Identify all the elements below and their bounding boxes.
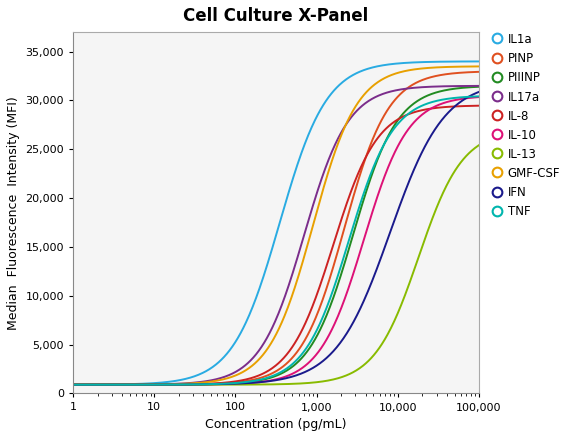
PIIINP <box>341 262 348 267</box>
GMF-CSF <box>341 126 348 131</box>
IL-8 <box>174 382 181 387</box>
IFN <box>475 89 482 95</box>
IL1a <box>253 293 260 299</box>
PINP <box>475 69 482 74</box>
Line: IL-10: IL-10 <box>73 97 479 385</box>
TNF <box>475 94 482 99</box>
Line: IL17a: IL17a <box>73 86 479 385</box>
TNF <box>141 382 148 387</box>
Title: Cell Culture X-Panel: Cell Culture X-Panel <box>184 7 369 25</box>
GMF-CSF <box>475 64 482 69</box>
PINP <box>70 382 76 387</box>
IFN <box>174 382 181 387</box>
PINP <box>141 382 148 387</box>
IFN <box>341 335 348 340</box>
IL-13 <box>341 374 348 379</box>
IL17a <box>141 382 148 387</box>
IL-10 <box>309 357 316 362</box>
IL-8 <box>70 382 76 387</box>
X-axis label: Concentration (pg/mL): Concentration (pg/mL) <box>205 418 347 431</box>
IL17a <box>253 351 260 356</box>
PINP <box>253 376 260 381</box>
Line: PINP: PINP <box>73 72 479 385</box>
Line: PIIINP: PIIINP <box>73 87 479 385</box>
IL-10 <box>141 382 148 387</box>
PIIINP <box>253 378 260 384</box>
TNF <box>309 336 316 341</box>
Line: TNF: TNF <box>73 96 479 385</box>
IL17a <box>341 125 348 130</box>
PINP <box>174 382 181 387</box>
TNF <box>341 253 348 258</box>
IFN <box>141 382 148 387</box>
IL1a <box>341 78 348 84</box>
GMF-CSF <box>309 225 316 230</box>
Line: IFN: IFN <box>73 92 479 385</box>
IL-8 <box>475 103 482 108</box>
IL-10 <box>341 298 348 303</box>
IFN <box>253 380 260 385</box>
IL-8 <box>253 374 260 379</box>
PINP <box>309 323 316 328</box>
PIIINP <box>309 341 316 346</box>
PIIINP <box>375 154 382 159</box>
PINP <box>375 123 382 128</box>
IL-10 <box>253 380 260 385</box>
PIIINP <box>141 382 148 387</box>
Y-axis label: Median  Fluorescence  Intensity (MFI): Median Fluorescence Intensity (MFI) <box>7 96 20 330</box>
IL-13 <box>141 382 148 387</box>
IL-8 <box>341 208 348 214</box>
IL-8 <box>141 382 148 387</box>
GMF-CSF <box>253 359 260 364</box>
GMF-CSF <box>375 79 382 84</box>
IL1a <box>309 123 316 128</box>
IL17a <box>375 93 382 98</box>
IFN <box>375 261 382 266</box>
IL-10 <box>70 382 76 387</box>
IL-13 <box>174 382 181 387</box>
IL1a <box>70 382 76 387</box>
Line: GMF-CSF: GMF-CSF <box>73 67 479 385</box>
IL1a <box>174 378 181 383</box>
IL1a <box>475 59 482 64</box>
IL-13 <box>253 382 260 387</box>
IL-13 <box>70 382 76 387</box>
GMF-CSF <box>141 382 148 387</box>
PIIINP <box>174 382 181 387</box>
IL-13 <box>309 380 316 385</box>
PINP <box>341 226 348 232</box>
IL1a <box>375 64 382 69</box>
TNF <box>253 378 260 383</box>
GMF-CSF <box>174 381 181 387</box>
Line: IL-8: IL-8 <box>73 106 479 385</box>
Line: IL1a: IL1a <box>73 61 479 385</box>
Legend: IL1a, PINP, PIIINP, IL17a, IL-8, IL-10, IL-13, GMF-CSF, IFN, TNF: IL1a, PINP, PIIINP, IL17a, IL-8, IL-10, … <box>489 31 563 221</box>
PIIINP <box>70 382 76 387</box>
GMF-CSF <box>70 382 76 387</box>
Line: IL-13: IL-13 <box>73 145 479 385</box>
IL-13 <box>375 346 382 351</box>
IL17a <box>174 381 181 386</box>
IL-13 <box>475 142 482 148</box>
IL-10 <box>375 190 382 195</box>
TNF <box>70 382 76 387</box>
IL17a <box>475 83 482 88</box>
IL17a <box>309 205 316 210</box>
IL-8 <box>375 134 382 139</box>
IL1a <box>141 381 148 386</box>
IL17a <box>70 382 76 387</box>
PIIINP <box>475 84 482 89</box>
TNF <box>174 382 181 387</box>
TNF <box>375 152 382 158</box>
IL-10 <box>174 382 181 387</box>
IFN <box>70 382 76 387</box>
IL-8 <box>309 304 316 309</box>
IL-10 <box>475 95 482 100</box>
IFN <box>309 366 316 371</box>
